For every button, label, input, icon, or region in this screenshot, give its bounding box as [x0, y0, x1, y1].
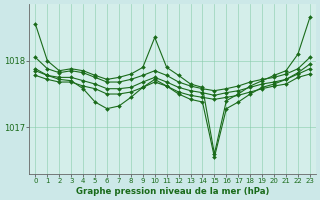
- X-axis label: Graphe pression niveau de la mer (hPa): Graphe pression niveau de la mer (hPa): [76, 187, 269, 196]
